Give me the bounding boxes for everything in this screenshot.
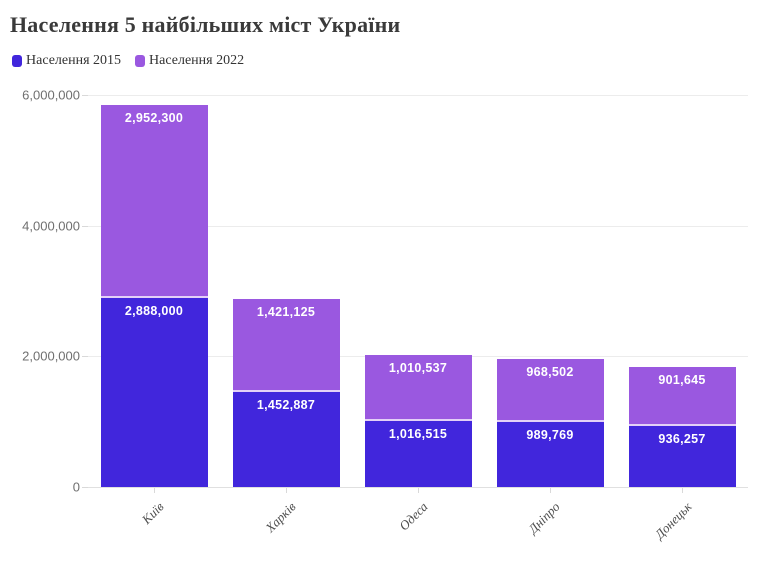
- plot-area: 0 2,000,000 4,000,000 6,000,000 2,888,000 2,9…: [22, 87, 748, 542]
- y-axis-tick: [82, 226, 88, 227]
- x-axis-tick: [154, 488, 155, 493]
- legend-label-2015: Населення 2015: [26, 53, 122, 68]
- bar-segment-Дніпро-Населення 2022[interactable]: 968,502: [496, 359, 604, 423]
- bar-segment-Донецьк-Населення 2015[interactable]: 936,257: [628, 425, 736, 487]
- y-axis-tick: [82, 95, 88, 96]
- x-axis-tick: [286, 488, 287, 493]
- bar-segment-Київ-Населення 2015[interactable]: 2,888,000: [100, 298, 208, 487]
- x-axis-label-Одеса: Одеса: [396, 499, 431, 534]
- bar-value-label: 1,016,515: [388, 426, 448, 441]
- x-axis-tick: [418, 488, 419, 493]
- population-chart: Населення 5 найбільших міст України Насе…: [10, 12, 748, 542]
- y-axis-label: 2,000,000: [22, 348, 80, 364]
- gridline-0: [88, 487, 748, 488]
- x-axis-tick: [682, 488, 683, 493]
- bar-segment-Одеса-Населення 2022[interactable]: 1,010,537: [364, 354, 472, 421]
- bar-value-label: 2,888,000: [124, 304, 184, 319]
- bar-segment-Донецьк-Населення 2022[interactable]: 901,645: [628, 366, 736, 426]
- y-axis-label: 6,000,000: [22, 87, 80, 103]
- gridline-6,000,000: [88, 95, 748, 96]
- bar-value-label: 2,952,300: [124, 111, 184, 126]
- x-axis-label-Дніпро: Дніпро: [525, 499, 563, 537]
- bar-segment-Харків-Населення 2022[interactable]: 1,421,125: [232, 299, 340, 393]
- legend-label-2022: Населення 2022: [149, 53, 245, 68]
- y-axis-tick: [82, 487, 88, 488]
- legend-swatch-2022-icon: [135, 55, 146, 67]
- bar-segment-Київ-Населення 2022[interactable]: 2,952,300: [100, 105, 208, 299]
- bar-value-label: 1,452,887: [256, 398, 316, 413]
- legend-swatch-2015-icon: [12, 55, 22, 67]
- bar-value-label: 901,645: [658, 372, 706, 387]
- bar-value-label: 1,421,125: [256, 305, 316, 320]
- legend-item-2015[interactable]: Населення 2015: [12, 53, 121, 69]
- bar-segment-Одеса-Населення 2015[interactable]: 1,016,515: [364, 420, 472, 487]
- legend: Населення 2015 Населення 2022: [12, 53, 244, 69]
- x-axis-label-Донецьк: Донецьк: [651, 499, 695, 542]
- y-axis-label: 0: [72, 479, 80, 495]
- chart-title: Населення 5 найбільших міст України: [10, 12, 401, 37]
- bar-segment-Дніпро-Населення 2015[interactable]: 989,769: [496, 422, 604, 487]
- x-axis-label-Київ: Київ: [138, 499, 167, 527]
- bar-value-label: 1,010,537: [388, 360, 448, 375]
- x-axis-label-Харків: Харків: [262, 499, 299, 536]
- bar-value-label: 989,769: [526, 428, 574, 443]
- x-axis-tick: [550, 488, 551, 493]
- bar-value-label: 936,257: [658, 431, 706, 446]
- y-axis-label: 4,000,000: [22, 218, 80, 234]
- bar-segment-Харків-Населення 2015[interactable]: 1,452,887: [232, 392, 340, 487]
- gridline-4,000,000: [88, 226, 748, 227]
- bar-value-label: 968,502: [526, 365, 574, 380]
- legend-item-2022[interactable]: Населення 2022: [135, 53, 244, 69]
- y-axis-tick: [82, 356, 88, 357]
